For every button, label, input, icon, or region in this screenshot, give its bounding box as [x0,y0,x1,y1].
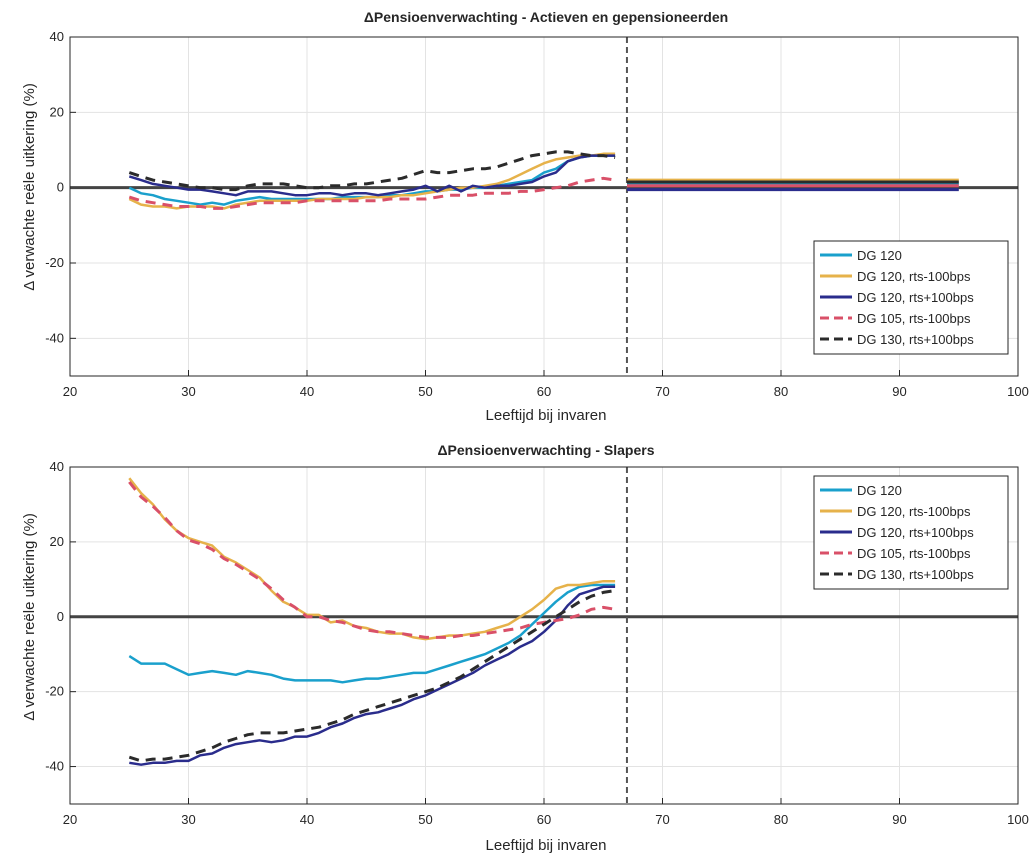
y-tick-label: 20 [50,104,64,119]
x-tick-label: 80 [774,384,788,399]
y-tick-label: -40 [45,759,64,774]
x-tick-label: 50 [418,812,432,827]
x-tick-label: 100 [1007,384,1029,399]
y-tick-label: 0 [57,609,64,624]
y-tick-label: -20 [45,684,64,699]
x-tick-label: 60 [537,384,551,399]
y-axis-label: Δ verwachte reële uitkering (%) [21,513,38,721]
series-line-3 [128,481,616,639]
x-tick-label: 90 [892,812,906,827]
y-tick-label: 0 [57,180,64,195]
x-tick-label: 70 [655,812,669,827]
y-tick-label: 40 [50,459,64,474]
chart-actieven: ΔPensioenverwachting - Actieven en gepen… [21,9,1029,424]
axes-box [69,36,1019,377]
x-tick-label: 30 [181,812,195,827]
y-tick-label: -40 [45,330,64,345]
legend-label-2: DG 120, rts+100bps [857,290,974,305]
chart-title: ΔPensioenverwachting - Actieven en gepen… [364,9,728,25]
series-line-4 [128,150,616,192]
y-tick-label: 40 [50,29,64,44]
legend-label-4: DG 130, rts+100bps [857,567,974,582]
axes-box [69,466,1019,805]
legend-label-1: DG 120, rts-100bps [857,504,971,519]
legend-label-1: DG 120, rts-100bps [857,269,971,284]
x-tick-label: 50 [418,384,432,399]
x-tick-label: 90 [892,384,906,399]
legend-label-3: DG 105, rts-100bps [857,546,971,561]
legend-label-4: DG 130, rts+100bps [857,332,974,347]
legend-label-3: DG 105, rts-100bps [857,311,971,326]
y-axis-label: Δ verwachte reële uitkering (%) [21,83,38,291]
legend: DG 120 DG 120, rts-100bps DG 120, rts+100b… [813,475,1009,590]
x-tick-label: 80 [774,812,788,827]
series-line-2 [129,585,616,766]
y-tick-label: 20 [50,534,64,549]
series-line-1 [128,152,616,210]
legend: DG 120 DG 120, rts-100bps DG 120, rts+100b… [813,240,1009,355]
x-axis-label: Leeftijd bij invaren [486,407,607,424]
x-tick-label: 40 [300,812,314,827]
chart-slapers: ΔPensioenverwachting - Slapers Leeftijd … [21,442,1029,854]
x-tick-label: 20 [63,812,77,827]
legend-label-0: DG 120 [857,248,902,263]
x-tick-label: 100 [1007,812,1029,827]
series-line-2 [128,154,616,197]
x-tick-label: 20 [63,384,77,399]
x-axis-label: Leeftijd bij invaren [486,837,607,854]
legend-label-2: DG 120, rts+100bps [857,525,974,540]
x-tick-label: 70 [655,384,669,399]
series-line-3 [128,176,616,210]
series-line-4 [128,589,616,763]
legend-label-0: DG 120 [857,483,902,498]
x-tick-label: 30 [181,384,195,399]
chart-title: ΔPensioenverwachting - Slapers [437,442,654,458]
x-tick-label: 40 [300,384,314,399]
series-line-0 [128,583,616,684]
x-tick-label: 60 [537,812,551,827]
y-tick-label: -20 [45,255,64,270]
